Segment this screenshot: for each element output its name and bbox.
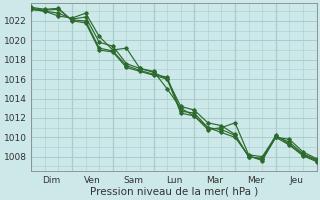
X-axis label: Pression niveau de la mer( hPa ): Pression niveau de la mer( hPa ) (90, 187, 258, 197)
